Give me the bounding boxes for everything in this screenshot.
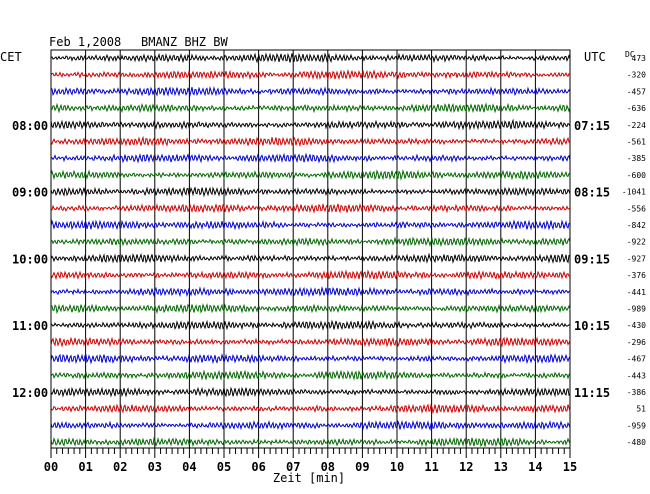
minute-gridlines [85, 50, 536, 448]
station-label: BMANZ BHZ BW [141, 35, 228, 49]
dc-offset-3: -636 [627, 104, 646, 113]
x-tick-label-09: 09 [355, 460, 369, 474]
cet-hour-label-4: 12:00 [12, 386, 48, 400]
cet-hour-label-1: 09:00 [12, 186, 48, 200]
dc-offset-5: -561 [627, 138, 646, 147]
trace-0 [50, 52, 571, 64]
trace-21 [50, 403, 571, 415]
seismic-traces [50, 52, 571, 448]
dc-offset-16: -430 [627, 321, 646, 330]
trace-4 [50, 118, 571, 131]
dc-offset-6: -385 [627, 154, 646, 163]
dc-offset-15: -989 [627, 305, 646, 314]
dc-offset-0: 473 [632, 54, 647, 63]
x-tick-label-00: 00 [44, 460, 58, 474]
trace-16 [50, 319, 571, 331]
trace-17 [50, 336, 571, 348]
dc-offset-10: -842 [627, 221, 646, 230]
trace-7 [50, 169, 571, 181]
trace-20 [50, 386, 571, 398]
dc-offset-12: -927 [627, 254, 646, 263]
trace-23 [50, 436, 571, 448]
utc-hour-label-1: 08:15 [574, 186, 610, 200]
trace-22 [50, 419, 571, 432]
dc-offset-19: -443 [627, 371, 646, 380]
utc-hour-label-2: 09:15 [574, 252, 610, 266]
x-tick-label-11: 11 [424, 460, 438, 474]
utc-hour-label-4: 11:15 [574, 386, 610, 400]
dc-offset-4: -224 [627, 121, 646, 130]
x-tick-label-05: 05 [217, 460, 231, 474]
utc-hour-label-0: 07:15 [574, 119, 610, 133]
x-axis-title: Zeit [min] [273, 471, 345, 485]
dc-label: DC [625, 50, 635, 59]
trace-19 [50, 369, 571, 381]
cet-hour-labels: 08:00 09:00 10:00 11:00 12:00 [12, 119, 48, 400]
trace-8 [50, 186, 571, 198]
trace-2 [50, 85, 571, 98]
dc-offset-18: -467 [627, 355, 646, 364]
trace-3 [50, 102, 571, 114]
trace-1 [50, 68, 571, 81]
dc-offset-23: -480 [627, 438, 646, 447]
dc-offset-17: -296 [627, 338, 646, 347]
trace-6 [50, 152, 571, 164]
trace-13 [50, 269, 571, 281]
x-tick-label-15: 15 [563, 460, 577, 474]
dc-offset-1: -320 [627, 71, 646, 80]
dc-offset-13: -376 [627, 271, 646, 280]
x-tick-label-04: 04 [182, 460, 196, 474]
trace-12 [50, 252, 571, 265]
x-tick-label-13: 13 [494, 460, 508, 474]
dc-offset-7: -600 [627, 171, 646, 180]
utc-hour-label-3: 10:15 [574, 319, 610, 333]
dc-offset-20: -386 [627, 388, 646, 397]
x-tick-label-08: 08 [321, 460, 335, 474]
left-timezone-label: CET [0, 50, 22, 64]
dc-offset-11: -922 [627, 238, 646, 247]
dc-offset-14: -441 [627, 288, 646, 297]
x-tick-label-10: 10 [390, 460, 404, 474]
cet-hour-label-0: 08:00 [12, 119, 48, 133]
dc-offset-2: -457 [627, 87, 646, 96]
trace-9 [50, 202, 571, 214]
x-tick-label-12: 12 [459, 460, 473, 474]
x-tick-label-03: 03 [148, 460, 162, 474]
trace-10 [50, 219, 571, 231]
right-timezone-label: UTC [584, 50, 606, 64]
dc-offset-9: -556 [627, 204, 646, 213]
dc-offset-labels: 473 -320 -457 -636 -224 -561 -385 -600 -1041 -556… [622, 54, 646, 447]
trace-15 [50, 302, 571, 315]
trace-11 [50, 236, 571, 248]
utc-hour-labels: 07:15 08:15 09:15 10:15 11:15 [574, 119, 610, 400]
trace-14 [50, 285, 571, 298]
cet-hour-label-3: 11:00 [12, 319, 48, 333]
x-tick-label-02: 02 [113, 460, 127, 474]
x-tick-label-14: 14 [528, 460, 542, 474]
dc-offset-21: 51 [636, 405, 646, 414]
dc-offset-22: -959 [627, 421, 646, 430]
trace-18 [50, 353, 571, 365]
x-axis: 00 01 02 03 04 05 06 07 08 09 10 11 12 13 14 15 [44, 448, 577, 474]
dc-offset-8: -1041 [622, 188, 646, 197]
x-tick-label-06: 06 [251, 460, 265, 474]
cet-hour-label-2: 10:00 [12, 252, 48, 266]
trace-5 [50, 135, 571, 148]
date-label: Feb 1,2008 [49, 35, 121, 49]
x-tick-label-07: 07 [286, 460, 300, 474]
x-tick-label-01: 01 [78, 460, 92, 474]
